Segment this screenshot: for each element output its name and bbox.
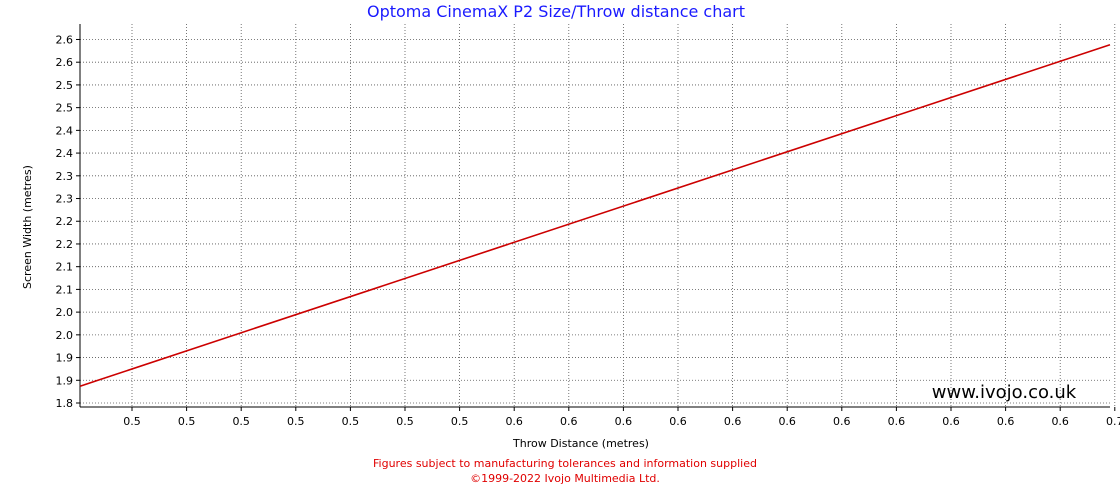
- x-tick-label: 0.5: [342, 415, 360, 428]
- x-tick-label: 0.5: [178, 415, 196, 428]
- x-tick-label: 0.6: [560, 415, 578, 428]
- y-tick-label: 2.0: [56, 329, 74, 342]
- x-tick-label: 0.6: [669, 415, 687, 428]
- x-tick-label: 0.6: [997, 415, 1015, 428]
- tick-labels: 0.5 0.5 0.5 0.5 0.5 0.5 0.5 0.6 0.6 0.6 0.6 0.6 0.6 0…: [56, 33, 1120, 428]
- x-tick-label: 0.6: [833, 415, 851, 428]
- y-tick-label: 2.6: [56, 56, 74, 69]
- watermark-url: www.ivojo.co.uk: [932, 382, 1077, 403]
- x-tick-label: 0.7: [1106, 415, 1120, 428]
- x-tick-label: 0.6: [778, 415, 796, 428]
- x-tick-label: 0.5: [287, 415, 305, 428]
- x-tick-label: 0.6: [942, 415, 960, 428]
- chart-title: Optoma CinemaX P2 Size/Throw distance ch…: [366, 2, 746, 21]
- y-tick-label: 2.4: [56, 147, 74, 160]
- x-axis-title: Throw Distance (metres): [512, 437, 649, 450]
- y-tick-label: 2.4: [56, 124, 74, 137]
- y-tick-label: 1.9: [56, 374, 74, 387]
- x-tick-label: 0.6: [724, 415, 742, 428]
- copyright-text: ©1999-2022 Ivojo Multimedia Ltd.: [470, 472, 660, 485]
- axes: [76, 24, 1116, 411]
- x-tick-label: 0.5: [451, 415, 469, 428]
- series-line: [79, 44, 1111, 387]
- y-tick-label: 2.6: [56, 33, 74, 46]
- x-tick-label: 0.6: [888, 415, 906, 428]
- series: [79, 44, 1111, 387]
- y-tick-label: 2.2: [56, 238, 74, 251]
- y-tick-label: 1.8: [56, 397, 74, 410]
- y-tick-label: 2.3: [56, 170, 74, 183]
- y-tick-label: 2.0: [56, 306, 74, 319]
- x-tick-label: 0.6: [505, 415, 523, 428]
- disclaimer-text: Figures subject to manufacturing toleran…: [373, 457, 757, 470]
- y-tick-label: 2.5: [56, 79, 74, 92]
- y-tick-label: 2.2: [56, 215, 74, 228]
- y-tick-label: 2.1: [56, 261, 74, 274]
- x-tick-label: 0.5: [123, 415, 141, 428]
- y-tick-label: 2.1: [56, 283, 74, 296]
- x-tick-label: 0.6: [615, 415, 633, 428]
- y-axis-title: Screen Width (metres): [21, 165, 34, 289]
- x-tick-label: 0.5: [232, 415, 250, 428]
- x-tick-label: 0.5: [396, 415, 414, 428]
- y-tick-label: 2.5: [56, 102, 74, 115]
- y-tick-label: 2.3: [56, 193, 74, 206]
- y-tick-label: 1.9: [56, 352, 74, 365]
- x-tick-label: 0.6: [1051, 415, 1069, 428]
- grid: [80, 24, 1116, 407]
